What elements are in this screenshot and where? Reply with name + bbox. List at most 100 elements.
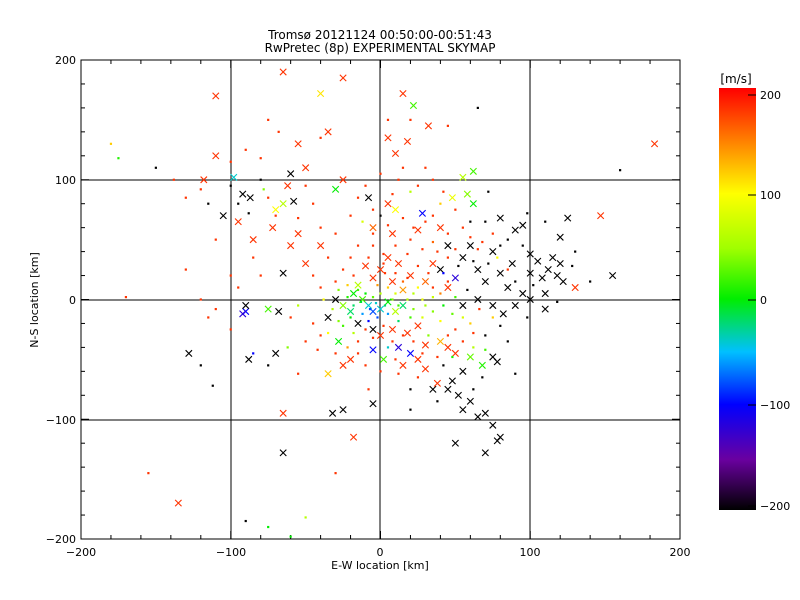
data-point-dot [356,196,360,199]
data-point-cross [459,406,467,414]
data-point-dot [319,226,322,229]
data-point-cross [239,310,247,318]
data-point-cross [489,421,497,429]
data-point-dot [451,312,454,315]
data-point-dot [346,284,349,287]
data-point-dot [391,193,394,196]
data-point-dot [237,286,240,289]
data-point-cross [239,190,247,198]
data-point-dot [334,472,337,475]
data-point-dot [316,348,319,351]
data-point-dot [356,244,360,247]
data-point-dot [267,525,270,529]
data-point-dot [431,310,435,313]
data-point-cross [242,301,250,310]
data-point-cross [246,194,254,202]
data-point-dot [412,340,415,343]
data-point-cross [564,214,572,222]
data-point-cross [459,367,467,375]
data-point-dot [383,272,387,275]
data-point-dot [421,298,424,301]
data-point-cross [376,331,385,340]
data-point-dot [312,274,315,277]
data-point-dot [431,296,435,299]
data-point-dot [382,262,385,265]
data-point-dot [431,240,435,244]
data-point-cross [287,242,295,250]
data-point-cross [391,149,400,157]
data-point-dot [472,346,475,349]
data-point-dot [379,214,382,217]
data-point-dot [359,300,363,303]
data-point-cross [448,194,456,202]
data-point-cross [549,253,557,262]
data-point-dot [244,519,247,523]
data-point-dot [356,352,360,355]
data-point-cross [421,365,430,373]
data-point-cross [424,122,433,130]
data-point-dot [371,336,375,339]
data-point-cross [474,265,482,274]
data-point-cross [369,274,377,282]
data-point-dot [424,220,427,223]
data-point-cross [287,170,295,178]
data-point-cross [384,298,392,306]
data-point-dot [322,298,325,301]
data-point-cross [334,337,343,346]
data-point-cross [354,281,362,289]
data-point-dot [364,292,367,295]
data-point-dot [367,388,370,391]
data-point-cross [230,173,238,181]
data-point-dot [371,208,375,211]
data-point-dot [386,224,390,227]
data-point-cross [414,322,422,330]
data-point-dot [346,296,349,299]
data-point-dot [364,184,367,187]
data-point-dot [431,178,435,181]
colorbar-tick-label: 200 [760,89,781,102]
data-point-cross [444,385,452,393]
data-point-dot [237,202,240,205]
data-point-cross [399,89,407,98]
data-point-dot [386,312,390,315]
data-point-cross [384,253,392,262]
data-point-cross [317,89,325,98]
data-point-cross [526,295,534,304]
data-point-dot [472,260,475,263]
data-point-dot [376,316,379,319]
data-point-cross [339,361,347,369]
data-point-cross [571,283,579,292]
data-point-dot [367,319,370,323]
data-point-cross [444,283,452,292]
x-tick-label: 200 [670,546,691,559]
data-point-cross [399,301,407,310]
data-point-cross [463,190,471,198]
data-point-dot [286,346,289,349]
data-point-cross [493,358,501,366]
data-point-dot [451,355,454,359]
data-point-dot [252,352,255,355]
data-point-dot [394,272,397,275]
data-point-dot [364,328,367,331]
data-point-cross [394,259,403,268]
data-point-cross [290,197,298,205]
data-point-cross [609,271,617,280]
data-point-cross [399,286,407,294]
data-point-cross [302,259,310,268]
data-point-dot [349,214,352,217]
data-point-dot [207,202,210,205]
data-point-dot [304,184,307,187]
data-point-cross [451,274,459,282]
data-point-cross [544,265,552,274]
data-point-dot [312,202,315,205]
data-point-dot [446,256,449,259]
data-point-cross [391,307,400,316]
data-point-dot [361,220,364,223]
data-point-cross [511,301,519,310]
data-point-dot [326,256,330,259]
data-point-dot [331,307,334,311]
data-point-cross [249,236,257,244]
data-point-dot [334,352,337,355]
data-point-dot [496,256,499,259]
data-point-dot [436,400,439,403]
